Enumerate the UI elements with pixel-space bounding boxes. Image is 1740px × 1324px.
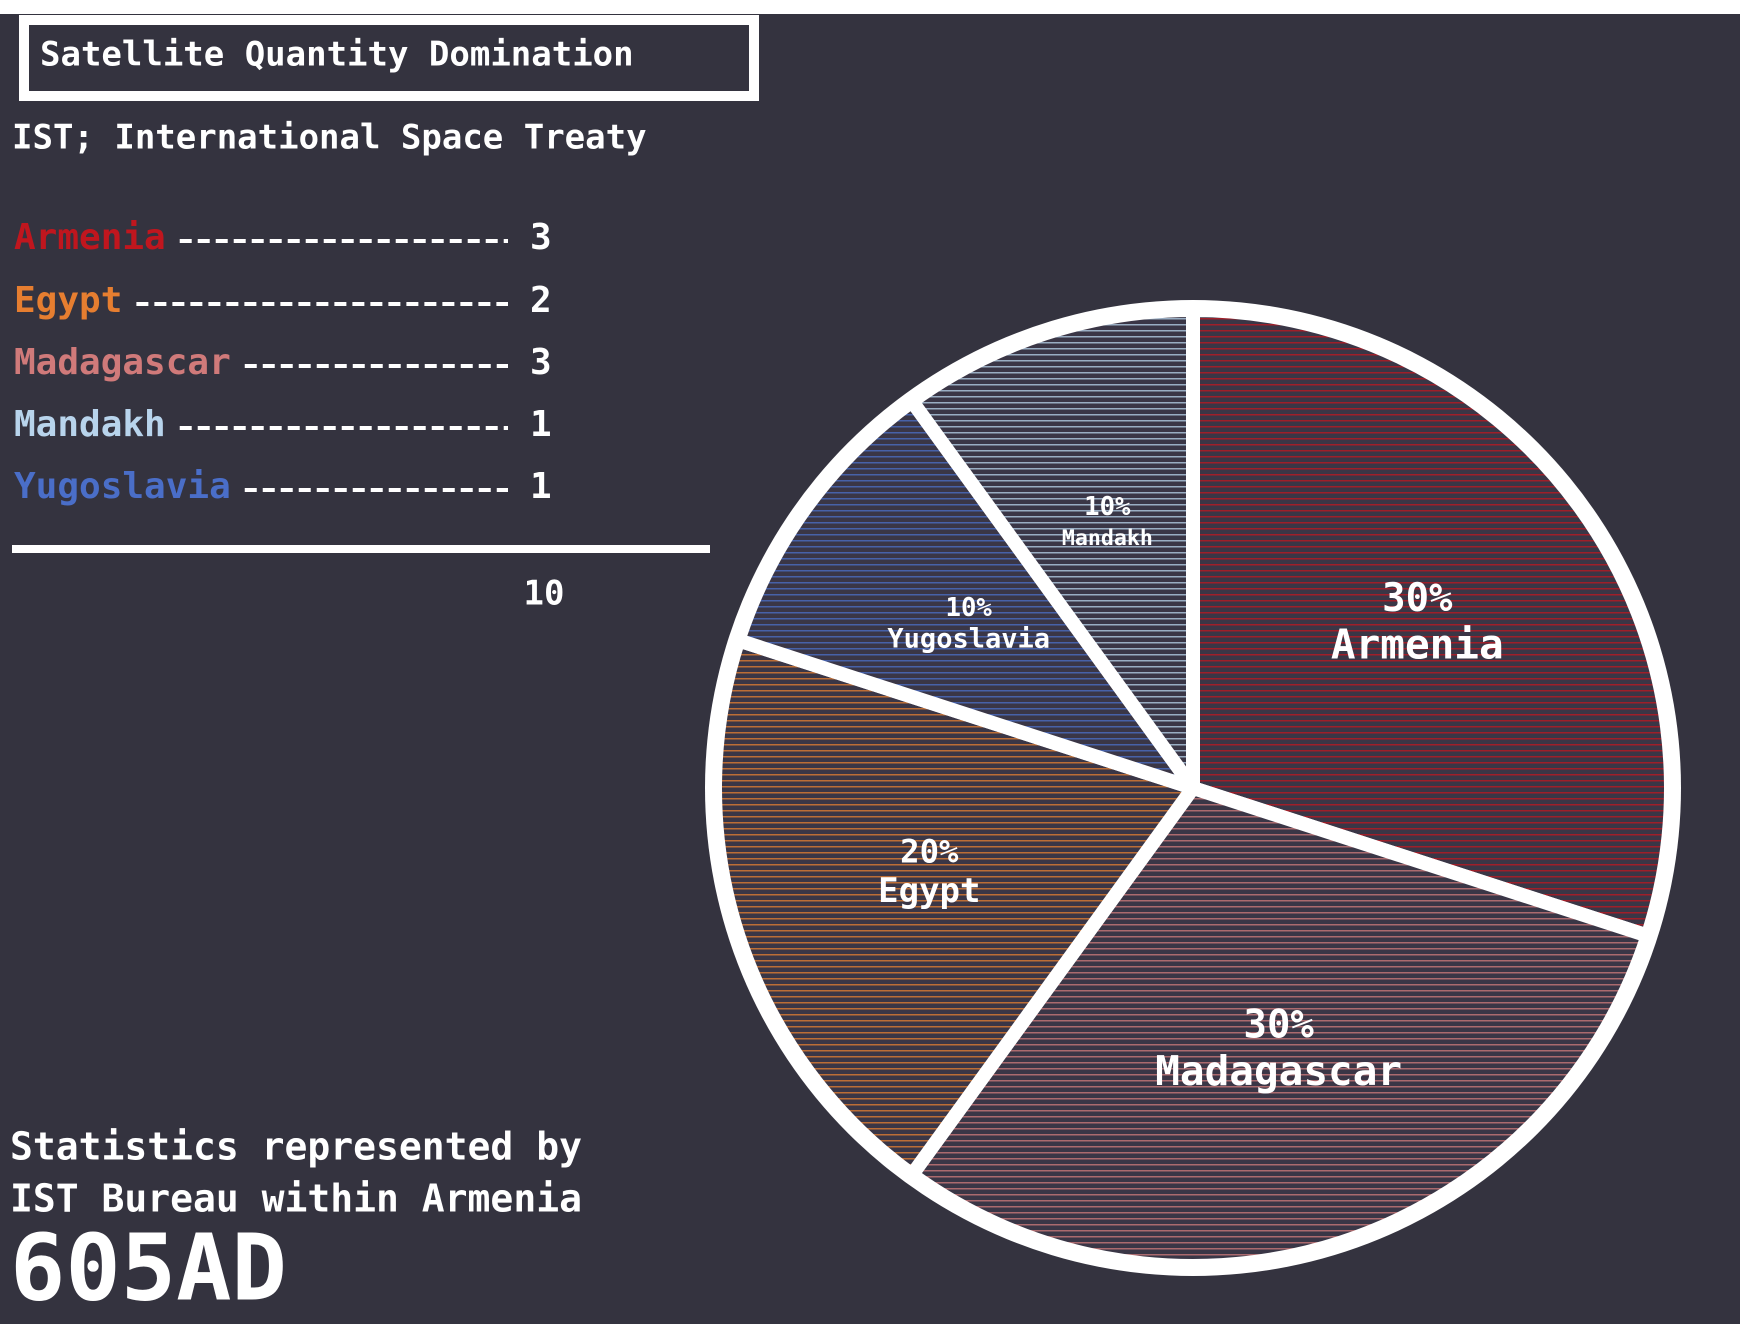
slice-name: Yugoslavia <box>887 623 1050 654</box>
legend-name: Yugoslavia <box>14 466 231 507</box>
pie-slice <box>708 633 1200 1182</box>
slice-name: Mandakh <box>1062 526 1153 551</box>
pie-slice <box>1186 303 1678 943</box>
title-box <box>19 15 759 101</box>
legend-name: Egypt <box>14 280 122 321</box>
slice-name: Egypt <box>878 871 980 911</box>
slice-percent: 30% <box>1244 1003 1315 1048</box>
footer-line: IST Bureau within Armenia <box>10 1177 582 1221</box>
legend-count: 3 <box>530 217 552 258</box>
slice-name: Madagascar <box>1155 1047 1402 1095</box>
slice-name: Armenia <box>1331 621 1504 669</box>
slice-percent: 10% <box>946 593 993 623</box>
legend-name: Mandakh <box>14 404 166 445</box>
legend-count: 3 <box>530 342 552 383</box>
legend-name: Madagascar <box>14 342 231 383</box>
slice-percent: 20% <box>900 832 959 870</box>
footer-line: Statistics represented by <box>10 1125 582 1169</box>
legend-count: 1 <box>530 466 552 507</box>
title: Satellite Quantity Domination <box>40 35 634 75</box>
pie-slice <box>731 394 1200 795</box>
total: 10 <box>524 574 565 614</box>
top-bar <box>0 0 1740 14</box>
legend-name: Armenia <box>14 217 166 258</box>
slice-percent: 10% <box>1084 492 1131 522</box>
slice-percent: 30% <box>1382 576 1453 621</box>
legend-count: 2 <box>530 280 552 321</box>
pie-slice <box>905 303 1200 795</box>
subtitle: IST; International Space Treaty <box>12 118 647 158</box>
pie-slice <box>905 781 1655 1273</box>
legend-count: 1 <box>530 404 552 445</box>
date: 605AD <box>10 1214 287 1321</box>
sum-line <box>12 545 710 553</box>
